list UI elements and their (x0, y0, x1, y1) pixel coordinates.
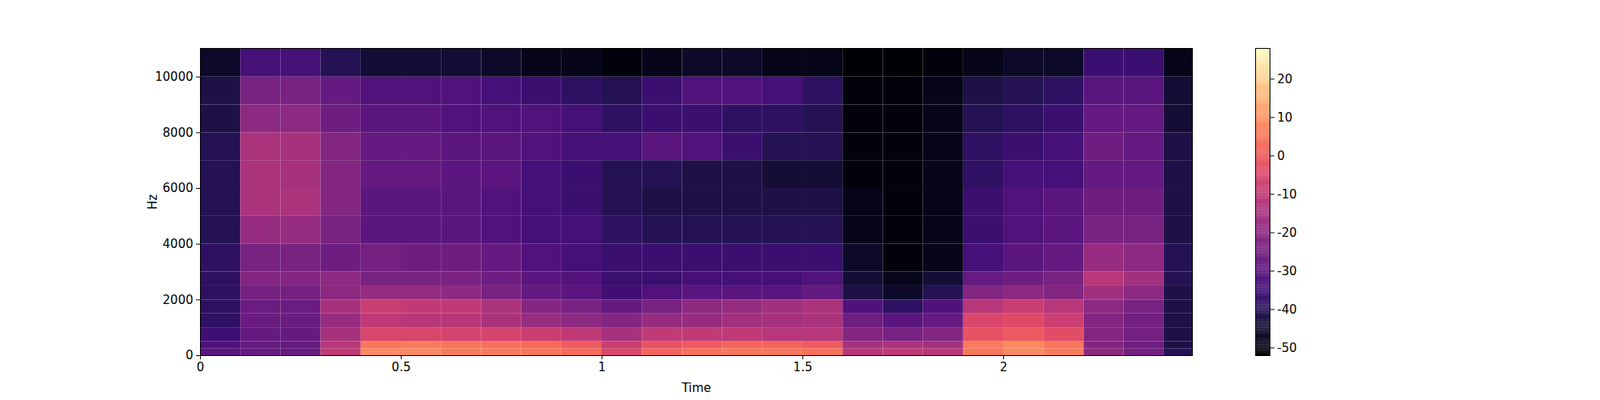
svg-text:10: 10 (1277, 110, 1293, 125)
svg-text:Time: Time (680, 380, 712, 396)
svg-text:0: 0 (185, 348, 194, 363)
svg-text:-20: -20 (1277, 225, 1298, 240)
svg-text:20: 20 (1277, 72, 1293, 87)
svg-text:-30: -30 (1277, 264, 1298, 279)
svg-text:2: 2 (1000, 360, 1008, 375)
svg-text:8000: 8000 (162, 125, 193, 140)
svg-text:6000: 6000 (162, 180, 193, 196)
svg-text:Hz: Hz (145, 194, 160, 210)
svg-text:0: 0 (196, 360, 205, 375)
svg-text:-10: -10 (1277, 187, 1298, 202)
svg-text:-50: -50 (1277, 340, 1298, 356)
svg-text:10000: 10000 (155, 69, 194, 84)
svg-text:-40: -40 (1277, 302, 1298, 317)
svg-text:0.5: 0.5 (392, 360, 412, 375)
svg-text:4000: 4000 (162, 236, 193, 252)
svg-text:1: 1 (598, 360, 607, 375)
svg-text:2000: 2000 (162, 292, 193, 308)
svg-text:0: 0 (1277, 148, 1286, 164)
svg-text:1.5: 1.5 (793, 360, 813, 375)
